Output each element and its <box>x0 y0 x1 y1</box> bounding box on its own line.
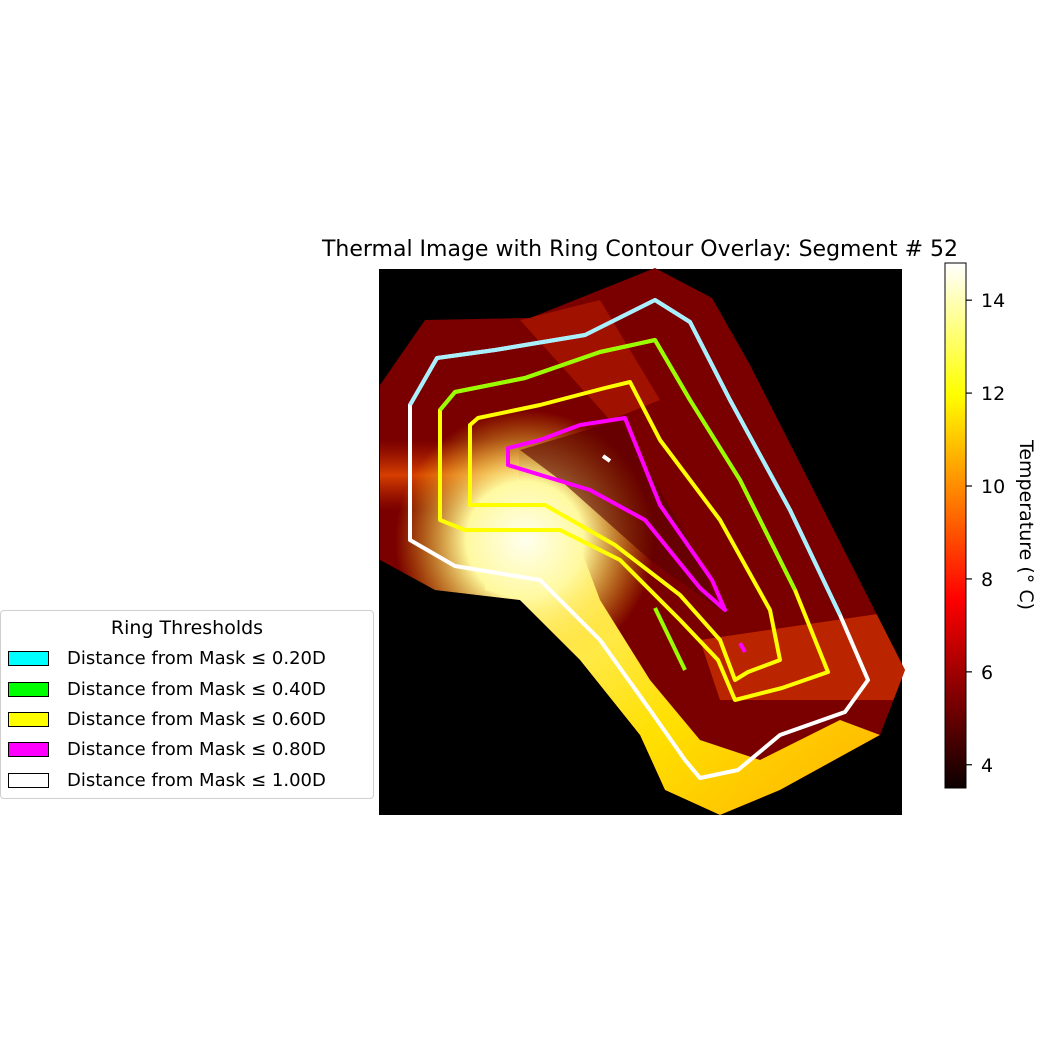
colorbar-tick-label-8: 8 <box>981 569 993 591</box>
legend-label-5: Distance from Mask ≤ 1.00D <box>67 769 326 791</box>
ring-contour-0.80D <box>506 416 727 612</box>
legend-swatch-2 <box>8 681 49 697</box>
legend-label-3: Distance from Mask ≤ 0.60D <box>67 708 326 730</box>
legend-swatch-3 <box>8 711 49 727</box>
cool-core <box>520 420 720 610</box>
colorbar-tick-label-10: 10 <box>981 476 1005 498</box>
legend-label-1: Distance from Mask ≤ 0.20D <box>67 647 326 669</box>
colorbar-tick-label-6: 6 <box>981 662 993 684</box>
legend-entry-5: Distance from Mask ≤ 1.00D <box>8 769 326 791</box>
warm-diagonal-streak <box>520 300 660 420</box>
legend-entry-3: Distance from Mask ≤ 0.60D <box>8 708 326 730</box>
ring-contour-0.80D-dot <box>738 642 747 653</box>
legend: Ring Thresholds Distance from Mask ≤ 0.2… <box>0 610 374 799</box>
colorbar-tick-label-4: 4 <box>981 755 993 777</box>
ring-contour-0.20D <box>408 298 842 616</box>
colorbar-tick-label-14: 14 <box>981 290 1005 312</box>
legend-label-2: Distance from Mask ≤ 0.40D <box>67 678 326 700</box>
ring-contour-0.40D-green <box>438 338 797 671</box>
legend-swatch-4 <box>8 741 49 757</box>
legend-title: Ring Thresholds <box>110 617 264 639</box>
legend-entry-4: Distance from Mask ≤ 0.80D <box>8 738 326 760</box>
colorbar: 4 6 8 10 12 14 Temperature (° C) <box>944 262 1037 789</box>
legend-entry-1: Distance from Mask ≤ 0.20D <box>8 647 326 669</box>
colorbar-ticks: 4 6 8 10 12 14 <box>966 290 1005 777</box>
legend-label-4: Distance from Mask ≤ 0.80D <box>67 738 326 760</box>
mask-marker <box>601 454 612 463</box>
ring-contour-0.60D <box>468 380 782 682</box>
ring-contours <box>408 298 870 780</box>
legend-entry-2: Distance from Mask ≤ 0.40D <box>8 678 326 700</box>
chart-title: Thermal Image with Ring Contour Overlay:… <box>321 237 958 262</box>
legend-swatch-1 <box>8 650 49 666</box>
colorbar-label: Temperature (° C) <box>1015 439 1037 610</box>
colorbar-gradient <box>944 262 967 789</box>
thermal-image <box>379 268 905 815</box>
warm-lower-band <box>700 610 905 700</box>
legend-swatch-5 <box>8 772 49 788</box>
colorbar-tick-label-12: 12 <box>981 383 1005 405</box>
